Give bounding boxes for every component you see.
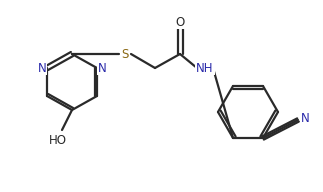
Text: HO: HO: [49, 133, 67, 146]
Text: N: N: [98, 61, 106, 74]
Text: NH: NH: [196, 61, 214, 74]
Text: S: S: [121, 47, 129, 60]
Text: N: N: [37, 61, 47, 74]
Text: N: N: [301, 113, 309, 126]
Text: O: O: [175, 16, 185, 28]
